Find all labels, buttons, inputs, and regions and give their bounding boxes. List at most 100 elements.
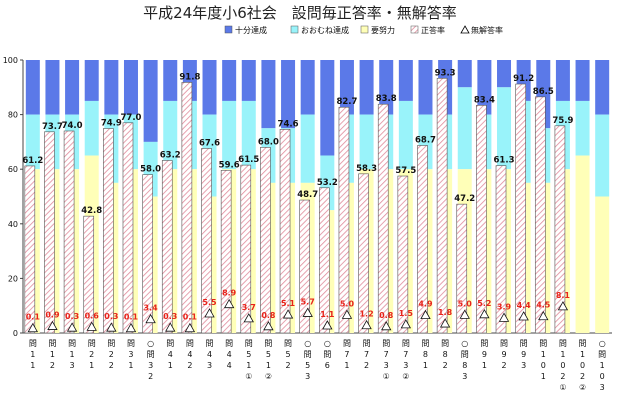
x-tick-label: 問 8 2 [441,339,449,370]
marker-no-answer [106,322,117,332]
x-tick-glyph: 6 [325,361,330,370]
label-correct-rate: 67.6 [199,138,220,148]
x-tick-glyph: ○ [461,339,468,348]
label-no-answer: 5.1 [281,299,296,308]
x-tick-glyph: ① [383,372,390,381]
x-tick-glyph: 3 [600,383,605,392]
x-tick-glyph: 8 [462,361,467,370]
label-correct-rate: 48.7 [297,190,318,200]
x-tick-glyph: 問 [166,339,174,348]
label-correct-rate: 93.3 [435,68,456,78]
x-tick-glyph: 問 [421,339,429,348]
bar-zone-mostly [163,100,178,170]
marker-no-answer [498,312,510,322]
legend: 十分達成 おおむね達成 要努力 正答率 無解答率 [224,25,503,35]
plot-area: 02040608010061.20.1問1173.70.9問1274.00.3問… [3,56,612,392]
x-tick-glyph: 問 [68,339,76,348]
bar-correct-rate [495,165,507,334]
x-tick-glyph: 問 [147,350,155,359]
bar-correct-rate [201,148,212,334]
x-tick-glyph: 問 [48,339,56,348]
x-tick-label: 問 8 1 [421,339,429,370]
x-tick-glyph: 2 [89,350,94,359]
y-tick-label: 0 [13,329,18,338]
x-tick-glyph: 1 [128,361,133,370]
marker-no-answer [322,320,333,330]
x-tick-glyph: 4 [187,350,192,359]
x-tick-glyph: 4 [207,350,212,359]
bar-correct-rate [220,169,232,334]
x-tick-glyph: 4 [168,350,173,359]
bar-zone-full [300,60,315,115]
bar-correct-rate [44,131,55,334]
x-tick-glyph: ① [559,383,566,392]
x-tick-glyph: 3 [207,361,212,370]
x-tick-label: 問 4 2 [186,339,194,370]
x-tick-glyph: 5 [266,350,271,359]
marker-no-answer [420,309,431,320]
x-tick-label: 問 9 3 [520,339,528,370]
bar-correct-rate [397,175,409,334]
legend-swatch-correct [410,25,419,34]
bar-zone-effort [575,155,590,333]
label-correct-rate: 74.6 [278,119,299,129]
label-correct-rate: 74.9 [101,119,122,129]
label-no-answer: 4.4 [517,301,532,310]
x-tick-glyph: 1 [50,350,55,359]
x-tick-glyph: 問 [480,339,488,348]
bar-correct-rate [417,145,428,334]
bar-zone-full [575,60,590,101]
x-tick-glyph: 2 [560,372,565,381]
bar-zone-full [143,60,158,142]
x-tick-label: 問 3 1 [127,339,135,370]
label-correct-rate: 73.7 [42,122,63,132]
chart-title: 平成24年度小6社会 設問毎正答率・無解答率 [143,4,457,22]
bar-zone-full [359,60,374,115]
label-no-answer: 0.3 [163,312,177,321]
x-tick-glyph: 問 [323,350,331,359]
bar-correct-rate [338,106,350,334]
bar-correct-rate [103,128,114,334]
bar-zone-mostly [359,114,374,170]
bar-zone-full [163,60,178,101]
x-tick-glyph: 問 [127,339,135,348]
x-tick-glyph: 問 [225,339,233,348]
x-tick-label: 問 1 0 1 [539,339,547,381]
x-tick-glyph: 2 [50,361,55,370]
legend-label-mostly: おおむね達成 [301,25,349,35]
x-tick-glyph: 問 [107,339,115,348]
bar-correct-rate [24,165,36,334]
x-tick-label: 問 4 4 [225,339,233,370]
x-tick-glyph: 0 [560,361,565,370]
x-tick-label: 問 2 1 [88,339,96,370]
legend-swatch-noanswer [460,25,470,34]
x-tick-label: 問 5 1 ① [245,339,253,381]
bar-correct-rate [260,147,271,334]
marker-no-answer [47,320,58,330]
label-no-answer: 5.5 [202,298,217,307]
bar-zone-full [45,60,60,115]
x-tick-glyph: 1 [423,361,428,370]
x-tick-glyph: 問 [245,339,253,348]
label-no-answer: 4.9 [418,300,433,309]
x-tick-glyph: 0 [580,361,585,370]
x-tick-glyph: 3 [148,361,153,370]
label-no-answer: 0.8 [379,311,394,320]
x-tick-glyph: 8 [423,350,428,359]
x-tick-glyph: ○ [599,339,606,348]
label-no-answer: 1.5 [399,309,414,318]
marker-no-answer [361,319,372,330]
x-tick-glyph: 3 [403,361,408,370]
x-tick-glyph: 1 [30,350,35,359]
legend-swatch-full [224,25,233,34]
x-tick-label: ○ 問 1 0 3 [598,339,606,392]
x-tick-glyph: 1 [344,361,349,370]
x-tick-glyph: ② [579,383,586,392]
label-correct-rate: 58.3 [356,164,377,174]
label-no-answer: 3.9 [497,302,512,311]
marker-no-answer [27,322,39,333]
bar-zone-full [222,60,237,101]
legend-swatch-mostly [290,25,299,34]
marker-no-answer [184,322,196,333]
